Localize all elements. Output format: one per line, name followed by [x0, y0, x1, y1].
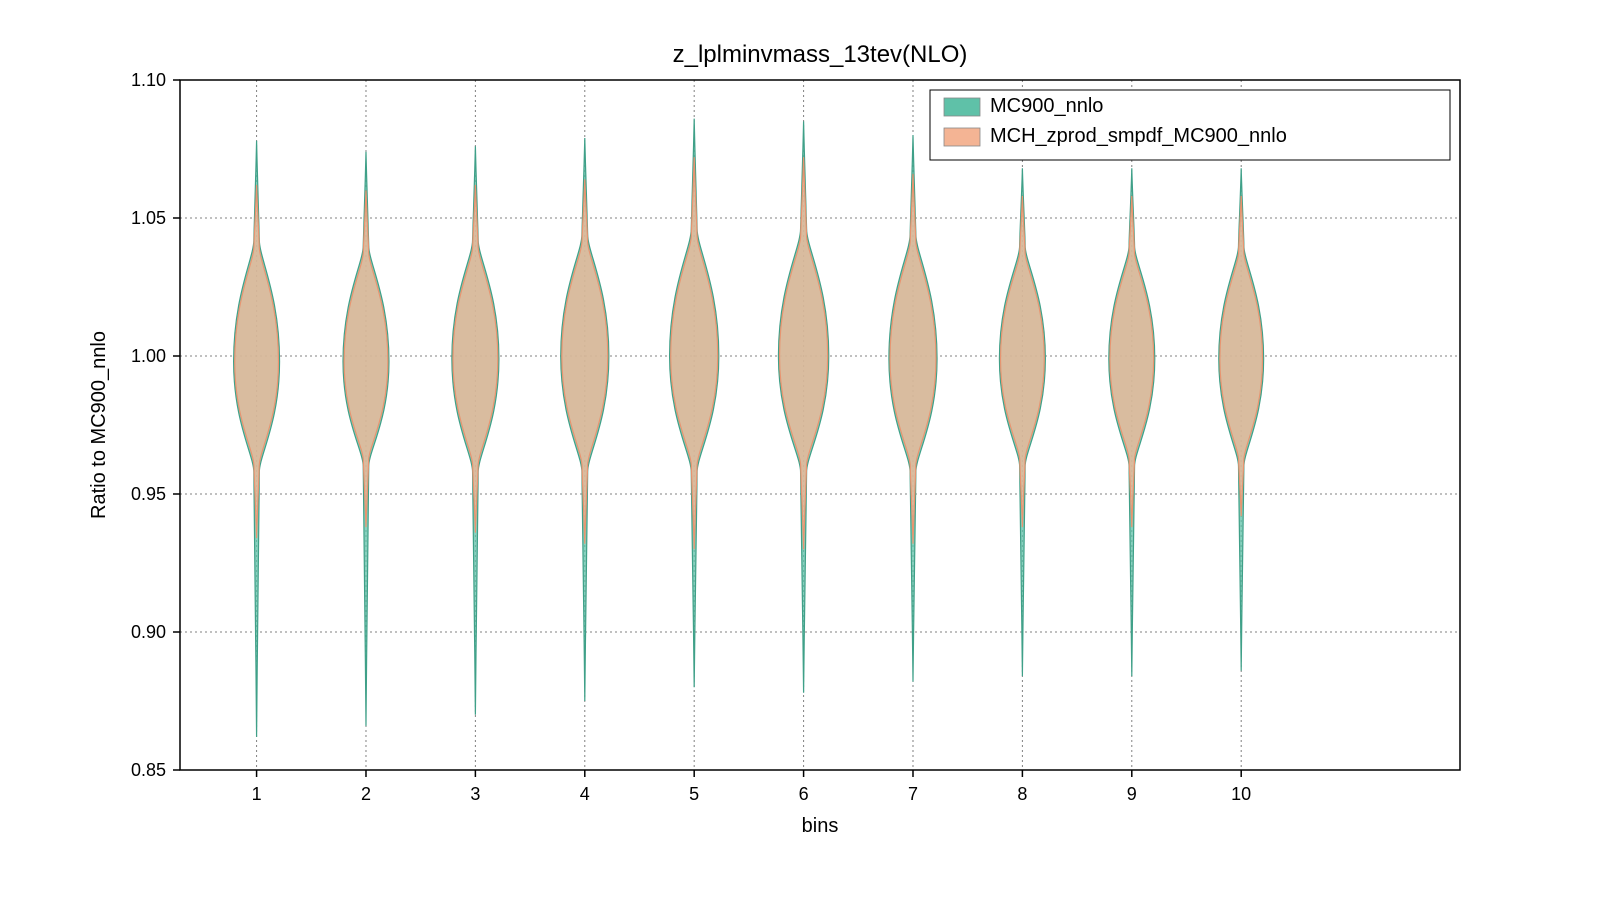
xtick-label: 5	[689, 784, 699, 804]
xtick-label: 10	[1231, 784, 1251, 804]
ytick-label: 1.00	[131, 346, 166, 366]
chart-svg: 1 2 3 4 5 6 7 8 9 10 0.85 0.90 0.95 1.00 1.05 1.10 bins R…	[0, 0, 1600, 900]
violin-chart: 1 2 3 4 5 6 7 8 9 10 0.85 0.90 0.95 1.00 1.05 1.10 bins R…	[0, 0, 1600, 900]
xtick-label: 8	[1017, 784, 1027, 804]
ytick-label: 1.10	[131, 70, 166, 90]
xtick-label: 2	[361, 784, 371, 804]
legend-swatch	[944, 128, 980, 146]
xtick-label: 7	[908, 784, 918, 804]
ytick-label: 0.95	[131, 484, 166, 504]
x-axis-label: bins	[802, 815, 839, 837]
xtick-label: 3	[470, 784, 480, 804]
xtick-label: 6	[799, 784, 809, 804]
y-axis-label: Ratio to MC900_nnlo	[88, 331, 110, 519]
chart-title: z_lplminvmass_13tev(NLO)	[673, 41, 968, 68]
ytick-label: 1.05	[131, 208, 166, 228]
legend-swatch	[944, 98, 980, 116]
xtick-label: 9	[1127, 784, 1137, 804]
ytick-label: 0.90	[131, 622, 166, 642]
xtick-label: 1	[252, 784, 262, 804]
legend-label: MC900_nnlo	[990, 95, 1103, 117]
legend-label: MCH_zprod_smpdf_MC900_nnlo	[990, 125, 1287, 147]
ytick-label: 0.85	[131, 760, 166, 780]
xtick-label: 4	[580, 784, 590, 804]
